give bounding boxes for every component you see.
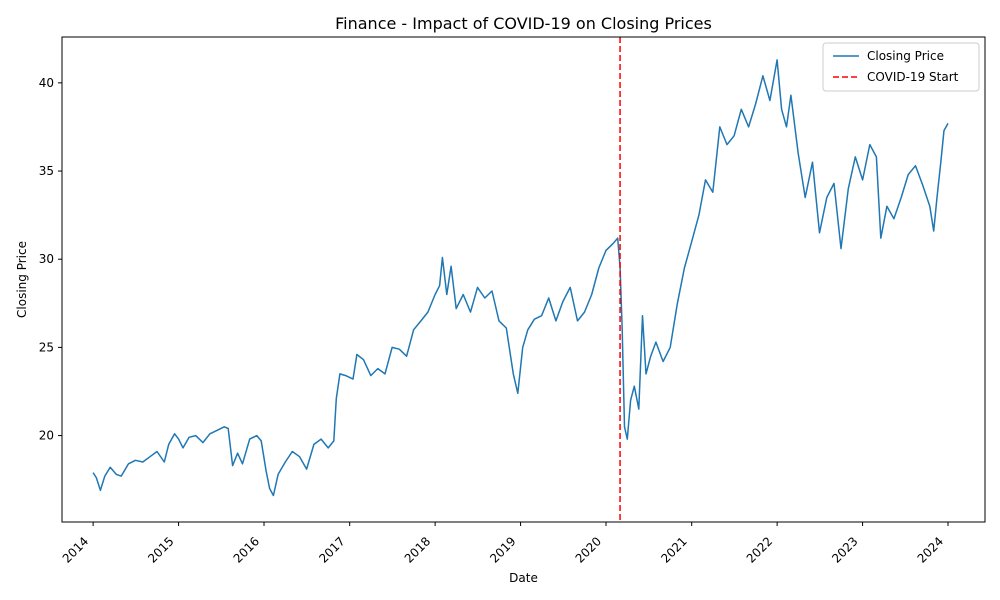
y-axis: 20 25 30 35 40: [39, 76, 62, 443]
legend-label-closing-price: Closing Price: [867, 49, 944, 63]
series-layer: [92, 59, 949, 497]
plot-frame: [61, 36, 986, 523]
y-tick-label: 40: [39, 76, 54, 90]
y-tick-label: 20: [39, 429, 54, 443]
y-tick-label: 30: [39, 252, 54, 266]
series-line-closing-price: [92, 59, 949, 497]
y-tick-label: 35: [39, 164, 54, 178]
legend: Closing Price COVID-19 Start: [822, 42, 980, 92]
legend-box: [822, 42, 980, 92]
chart-title: Finance - Impact of COVID-19 on Closing …: [335, 14, 712, 33]
legend-label-covid-start: COVID-19 Start: [867, 70, 959, 84]
plot-area: [61, 36, 986, 523]
y-axis-title: Closing Price: [15, 241, 29, 318]
y-tick-label: 25: [39, 340, 54, 354]
x-axis-title: Date: [509, 571, 538, 585]
